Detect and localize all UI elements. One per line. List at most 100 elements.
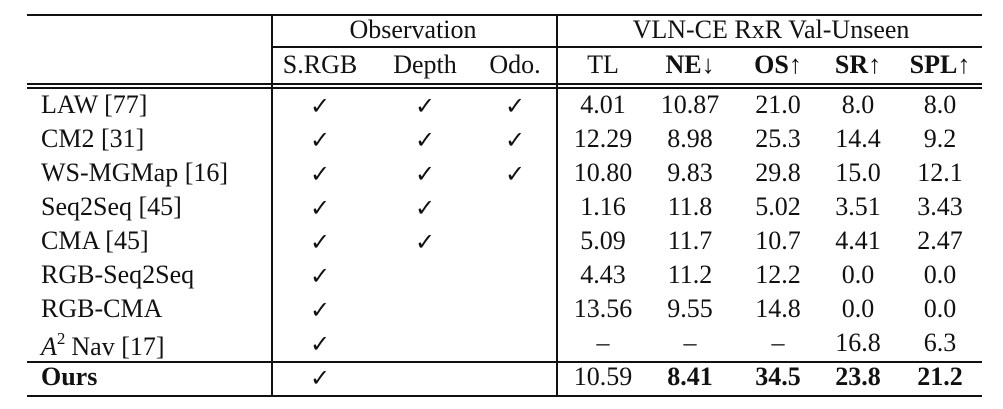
check-icon: ✓ <box>414 92 436 120</box>
cell-tl: 10.80 <box>573 158 633 187</box>
arrow-down-icon: ↓ <box>701 50 715 79</box>
cell-tl: 13.56 <box>573 294 633 323</box>
check-icon: ✓ <box>309 364 331 392</box>
arrow-up-icon: ↑ <box>788 50 802 79</box>
col-ne-label: NE <box>665 50 702 79</box>
col-spl-label: SPL <box>909 50 958 79</box>
cell-tl: 10.59 <box>573 362 633 391</box>
col-ne: NE↓ <box>665 52 714 78</box>
cell-os: 14.8 <box>755 294 801 323</box>
cell-tl: 5.09 <box>580 226 626 255</box>
method-name: WS-MGMap [16] <box>41 158 229 187</box>
cell-sr: 0.0 <box>841 294 875 323</box>
group-vln-rxr: VLN-CE RxR Val-Unseen <box>632 15 910 44</box>
col-depth-label: Depth <box>393 50 457 79</box>
cell-os: 29.8 <box>755 158 801 187</box>
check-icon: ✓ <box>309 330 331 358</box>
check-icon: ✓ <box>309 296 331 324</box>
method-suffix: Nav [17] <box>71 332 165 361</box>
cell-spl: 8.0 <box>923 90 957 119</box>
cell-ne: 9.83 <box>667 158 713 187</box>
cell-ne: 8.98 <box>667 124 713 153</box>
col-os-label: OS <box>754 50 789 79</box>
cell-sr: 23.8 <box>835 362 881 391</box>
cell-sr: 8.0 <box>841 90 875 119</box>
method-superscript: 2 <box>56 329 66 348</box>
group-observation: Observation <box>349 15 477 44</box>
arrow-up-icon: ↑ <box>957 50 971 79</box>
method-name: A2 Nav [17] <box>41 330 165 360</box>
cell-tl: 12.29 <box>573 124 633 153</box>
col-srgb: S.RGB <box>283 52 357 78</box>
check-icon: ✓ <box>504 126 526 154</box>
cell-spl: 21.2 <box>917 362 963 391</box>
cell-os: 12.2 <box>755 260 801 289</box>
check-icon: ✓ <box>414 160 436 188</box>
header-rule-1 <box>27 83 982 85</box>
col-sr: SR↑ <box>835 52 881 78</box>
cell-sr: 4.41 <box>835 226 881 255</box>
method-prefix: A <box>41 332 57 361</box>
check-icon: ✓ <box>504 160 526 188</box>
check-icon: ✓ <box>414 228 436 256</box>
cell-sr: 16.8 <box>835 328 881 357</box>
vline-observation <box>556 14 558 397</box>
method-name: Ours <box>41 362 98 391</box>
cell-tl: 4.01 <box>580 90 626 119</box>
cell-ne: 11.2 <box>667 260 713 289</box>
col-spl: SPL↑ <box>910 52 971 78</box>
check-icon: ✓ <box>309 228 331 256</box>
cell-os: – <box>771 328 785 357</box>
cell-spl: 2.47 <box>917 226 963 255</box>
bottom-rule <box>27 395 982 397</box>
col-tl-label: TL <box>587 50 619 79</box>
cell-ne: 9.55 <box>667 294 713 323</box>
check-icon: ✓ <box>309 194 331 222</box>
col-os: OS↑ <box>754 52 802 78</box>
cell-ne: 11.7 <box>667 226 713 255</box>
cell-sr: 0.0 <box>841 260 875 289</box>
cell-spl: 3.43 <box>917 192 963 221</box>
check-icon: ✓ <box>504 92 526 120</box>
col-odo: Odo. <box>489 52 540 78</box>
cell-tl: – <box>596 328 610 357</box>
vline-method <box>271 14 273 397</box>
method-name: Seq2Seq [45] <box>41 192 182 221</box>
cell-os: 5.02 <box>755 192 801 221</box>
check-icon: ✓ <box>309 126 331 154</box>
cell-ne: 10.87 <box>660 90 720 119</box>
cell-spl: 6.3 <box>923 328 957 357</box>
cell-spl: 0.0 <box>923 294 957 323</box>
cell-ne: 11.8 <box>667 192 713 221</box>
cell-spl: 9.2 <box>923 124 957 153</box>
method-name: RGB-CMA <box>41 294 163 323</box>
check-icon: ✓ <box>309 262 331 290</box>
method-name: RGB-Seq2Seq <box>41 260 195 289</box>
col-tl: TL <box>587 52 619 78</box>
check-icon: ✓ <box>414 126 436 154</box>
method-name: LAW [77] <box>41 90 148 119</box>
cell-os: 10.7 <box>755 226 801 255</box>
cell-ne: 8.41 <box>667 362 713 391</box>
cell-tl: 1.16 <box>580 192 626 221</box>
cell-sr: 3.51 <box>835 192 881 221</box>
method-name: CMA [45] <box>41 226 149 255</box>
group-rule <box>271 46 982 48</box>
cell-sr: 14.4 <box>835 124 881 153</box>
cell-sr: 15.0 <box>835 158 881 187</box>
arrow-up-icon: ↑ <box>868 50 882 79</box>
top-rule <box>27 14 982 16</box>
col-depth: Depth <box>393 52 457 78</box>
cell-ne: – <box>683 328 697 357</box>
cell-spl: 12.1 <box>917 158 963 187</box>
header-rule-2 <box>27 87 982 89</box>
check-icon: ✓ <box>309 160 331 188</box>
check-icon: ✓ <box>414 194 436 222</box>
cell-tl: 4.43 <box>580 260 626 289</box>
cell-os: 34.5 <box>755 362 801 391</box>
cell-os: 21.0 <box>755 90 801 119</box>
method-name: CM2 [31] <box>41 124 145 153</box>
cell-spl: 0.0 <box>923 260 957 289</box>
col-srgb-label: S.RGB <box>282 50 358 79</box>
